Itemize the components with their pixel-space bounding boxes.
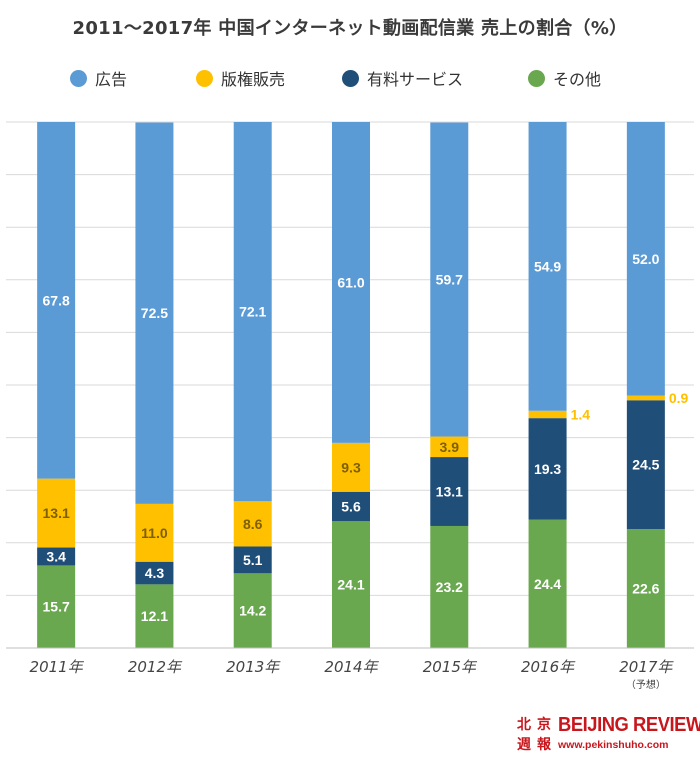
logo-seal: 北 京 週 報 [514, 715, 554, 755]
seal-char: 北 [517, 717, 531, 733]
bar-segment-ad [37, 122, 76, 479]
x-tick-label: 2012年 [128, 658, 183, 676]
data-label-ad: 59.7 [436, 272, 463, 288]
data-label-other: 15.7 [43, 599, 70, 615]
data-label-paid: 5.1 [243, 552, 263, 568]
data-label-ad: 72.5 [141, 305, 168, 321]
data-label-license: 1.4 [571, 406, 591, 422]
data-label-paid: 19.3 [534, 461, 561, 477]
data-label-ad: 72.1 [239, 304, 266, 320]
logo-brand: BEIJING REVIEW [558, 714, 700, 736]
data-label-other: 24.4 [534, 576, 561, 592]
x-tick-label: 2013年 [226, 658, 281, 676]
seal-char: 京 [537, 717, 551, 733]
seal-char: 報 [537, 737, 551, 753]
chart-title: 2011～2017年 中国インターネット動画配信業 売上の割合（%） [72, 18, 628, 39]
legend-marker-ad [70, 69, 87, 87]
bar-segment-license [528, 410, 567, 419]
data-label-paid: 13.1 [436, 484, 463, 500]
bar-segment-ad [233, 122, 272, 502]
data-label-paid: 24.5 [632, 457, 659, 473]
bar-segment-ad [135, 122, 174, 504]
x-tick-label: 2011年 [30, 658, 85, 676]
bar-segment-license [37, 478, 76, 548]
data-label-other: 14.2 [239, 603, 266, 619]
data-label-paid: 4.3 [145, 565, 165, 581]
bar-segment-other [233, 573, 272, 648]
legend-label-paid: 有料サービス [367, 70, 464, 89]
x-tick-label: 2015年 [423, 658, 478, 676]
legend-label-license: 版権販売 [221, 70, 286, 89]
legend-marker-license [196, 69, 213, 87]
data-label-ad: 67.8 [43, 292, 70, 308]
data-label-other: 23.2 [436, 579, 463, 595]
legend-item-other: その他 [528, 66, 601, 90]
legend-marker-paid [342, 69, 359, 87]
data-label-license: 8.6 [243, 516, 263, 532]
bar-segment-other [626, 529, 665, 648]
legend-label-other: その他 [553, 70, 602, 89]
legend-label-ad: 広告 [95, 70, 128, 89]
bar-segment-paid [430, 457, 469, 526]
legend-marker-other [528, 69, 545, 87]
data-label-license: 0.9 [669, 390, 689, 406]
data-label-license: 3.9 [440, 439, 460, 455]
bar-segment-other [37, 565, 76, 648]
bar-segment-paid [37, 547, 76, 566]
bar-segment-other [430, 525, 469, 648]
data-label-ad: 54.9 [534, 258, 561, 274]
bar-segment-other [332, 521, 370, 648]
legend: 広告 版権販売 有料サービス その他 [0, 66, 700, 90]
bar-segment-license [332, 442, 370, 492]
data-label-other: 24.1 [337, 577, 364, 593]
bar-segment-paid [528, 418, 567, 520]
bar-segment-license [233, 501, 272, 547]
legend-item-paid: 有料サービス [342, 66, 463, 90]
bar-segment-ad [430, 122, 469, 437]
bar-segment-license [135, 503, 174, 562]
bar-segment-other [528, 519, 567, 648]
data-label-license: 13.1 [43, 505, 70, 521]
bar-segment-paid [626, 400, 665, 530]
x-tick-label: 2014年 [324, 658, 379, 676]
data-label-paid: 3.4 [46, 548, 66, 564]
bar-segment-ad [626, 122, 665, 396]
legend-item-ad: 広告 [70, 66, 127, 90]
legend-item-license: 版権販売 [196, 66, 285, 90]
data-label-ad: 52.0 [632, 251, 659, 267]
bar-segment-license [430, 436, 469, 458]
data-label-license: 9.3 [341, 459, 361, 475]
x-tick-label: 2017年 [619, 658, 674, 676]
data-label-other: 12.1 [141, 608, 168, 624]
bar-segment-ad [332, 122, 370, 443]
seal-char: 週 [517, 737, 531, 753]
x-tick-label: 2016年 [521, 658, 576, 676]
bar-segment-paid [332, 491, 370, 522]
logo-site: www.pekinshuho.com [558, 739, 669, 751]
data-label-ad: 61.0 [337, 274, 364, 290]
data-label-other: 22.6 [632, 581, 659, 597]
bar-segment-license [626, 395, 665, 401]
bar-segment-other [135, 584, 174, 648]
data-label-paid: 5.6 [341, 499, 361, 515]
bar-segment-ad [528, 122, 567, 411]
bar-segment-paid [135, 561, 174, 585]
x-tick-note: （予想） [626, 678, 666, 691]
bar-segment-paid [233, 546, 272, 574]
data-label-license: 11.0 [141, 525, 168, 541]
beijing-review-logo: 北 京 週 報 BEIJING REVIEW www.pekinshuho.co… [514, 714, 700, 759]
